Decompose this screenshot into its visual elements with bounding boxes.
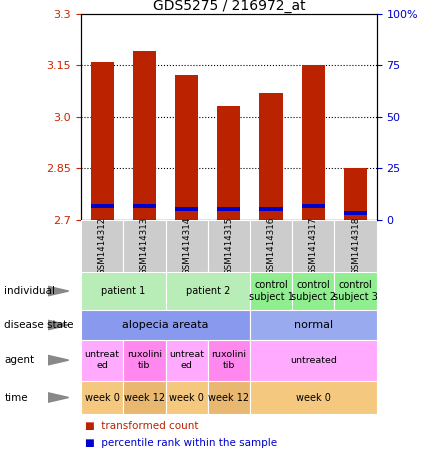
Bar	[91, 62, 114, 220]
Text: ruxolini
tib: ruxolini tib	[127, 351, 162, 370]
Text: untreat
ed: untreat ed	[85, 351, 120, 370]
Text: control
subject 1: control subject 1	[249, 280, 293, 302]
Text: agent: agent	[4, 355, 35, 365]
Bar	[166, 220, 208, 272]
Bar	[259, 207, 283, 212]
Bar	[81, 310, 250, 340]
Bar	[208, 220, 250, 272]
Bar	[335, 272, 377, 310]
Text: alopecia areata: alopecia areata	[122, 320, 209, 330]
Text: week 12: week 12	[208, 392, 249, 403]
Bar	[217, 106, 240, 220]
Bar	[302, 204, 325, 208]
Bar	[175, 76, 198, 220]
Text: disease state: disease state	[4, 320, 74, 330]
Bar	[250, 220, 292, 272]
Text: untreat
ed: untreat ed	[169, 351, 204, 370]
Bar	[81, 340, 123, 381]
Text: GSM1414312: GSM1414312	[98, 217, 106, 275]
Bar	[250, 310, 377, 340]
Text: control
subject 2: control subject 2	[291, 280, 336, 302]
Text: week 12: week 12	[124, 392, 165, 403]
Bar	[81, 272, 166, 310]
Polygon shape	[48, 393, 69, 402]
Text: GSM1414316: GSM1414316	[267, 217, 276, 275]
Bar	[91, 204, 114, 208]
Text: GSM1414318: GSM1414318	[351, 217, 360, 275]
Bar	[217, 207, 240, 212]
Bar	[208, 381, 250, 414]
Text: ruxolini
tib: ruxolini tib	[212, 351, 246, 370]
Bar	[208, 340, 250, 381]
Bar	[292, 220, 335, 272]
Bar	[250, 381, 377, 414]
Bar	[302, 65, 325, 220]
Text: normal: normal	[294, 320, 333, 330]
Bar	[166, 340, 208, 381]
Text: patient 2: patient 2	[186, 286, 230, 296]
Text: control
subject 3: control subject 3	[333, 280, 378, 302]
Text: patient 1: patient 1	[101, 286, 145, 296]
Text: GSM1414314: GSM1414314	[182, 217, 191, 275]
Text: GSM1414317: GSM1414317	[309, 217, 318, 275]
Bar	[81, 220, 123, 272]
Bar	[175, 207, 198, 212]
Bar	[292, 272, 335, 310]
Polygon shape	[48, 356, 69, 365]
Bar	[133, 51, 156, 220]
Bar	[166, 381, 208, 414]
Bar	[344, 211, 367, 215]
Text: ■  transformed count: ■ transformed count	[85, 421, 199, 431]
Bar	[81, 381, 123, 414]
Bar	[123, 340, 166, 381]
Text: GSM1414315: GSM1414315	[224, 217, 233, 275]
Bar	[123, 381, 166, 414]
Title: GDS5275 / 216972_at: GDS5275 / 216972_at	[152, 0, 305, 13]
Bar	[166, 272, 250, 310]
Text: individual: individual	[4, 286, 55, 296]
Text: ■  percentile rank within the sample: ■ percentile rank within the sample	[85, 439, 278, 448]
Bar	[259, 92, 283, 220]
Bar	[344, 168, 367, 220]
Bar	[133, 204, 156, 208]
Bar	[250, 340, 377, 381]
Text: week 0: week 0	[296, 392, 331, 403]
Text: week 0: week 0	[169, 392, 204, 403]
Polygon shape	[48, 286, 69, 296]
Text: untreated: untreated	[290, 356, 337, 365]
Bar	[335, 220, 377, 272]
Text: GSM1414313: GSM1414313	[140, 217, 149, 275]
Text: time: time	[4, 392, 28, 403]
Bar	[123, 220, 166, 272]
Polygon shape	[48, 320, 69, 330]
Text: week 0: week 0	[85, 392, 120, 403]
Bar	[250, 272, 292, 310]
